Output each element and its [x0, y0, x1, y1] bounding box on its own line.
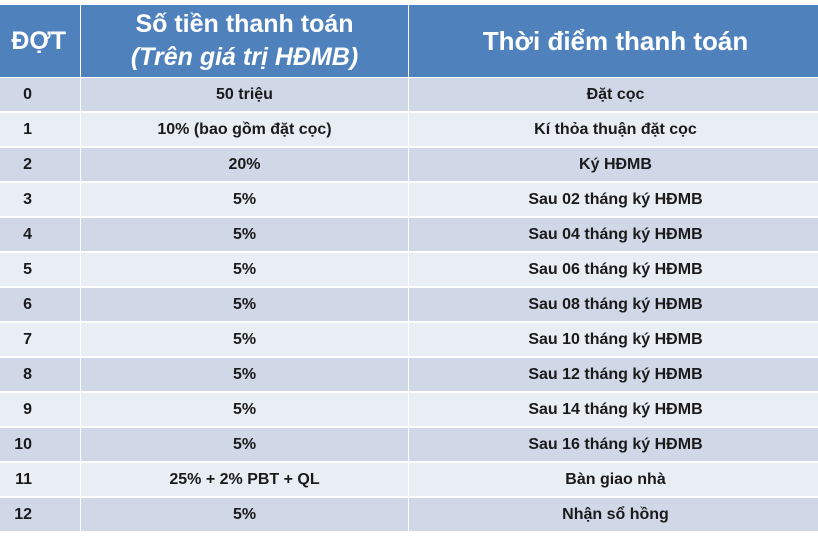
cell-amount: 25% + 2% PBT + QL — [80, 461, 409, 498]
cell-dot: 4 — [0, 216, 81, 253]
cell-dot: 2 — [0, 146, 81, 183]
cell-timing: Ký HĐMB — [408, 146, 818, 183]
cell-dot: 11 — [0, 461, 81, 498]
cell-timing: Đặt cọc — [408, 77, 818, 113]
cell-amount: 5% — [80, 181, 409, 218]
cell-amount: 5% — [80, 321, 409, 358]
cell-dot: 7 — [0, 321, 81, 358]
header-amount: Số tiền thanh toán (Trên giá trị HĐMB) — [80, 4, 409, 78]
cell-amount: 5% — [80, 496, 409, 533]
table-row: 10 5% Sau 16 tháng ký HĐMB — [0, 426, 818, 463]
cell-timing: Sau 02 tháng ký HĐMB — [408, 181, 818, 218]
cell-amount: 50 triệu — [80, 77, 409, 113]
header-amount-title: Số tiền thanh toán — [135, 10, 354, 38]
cell-timing: Sau 14 tháng ký HĐMB — [408, 391, 818, 428]
cell-dot: 8 — [0, 356, 81, 393]
table-row: 2 20% Ký HĐMB — [0, 146, 818, 183]
table-row: 9 5% Sau 14 tháng ký HĐMB — [0, 391, 818, 428]
cell-timing: Sau 04 tháng ký HĐMB — [408, 216, 818, 253]
header-timing: Thời điểm thanh toán — [408, 4, 818, 78]
table-row: 12 5% Nhận sổ hồng — [0, 496, 818, 533]
cell-dot: 1 — [0, 111, 81, 148]
table-row: 4 5% Sau 04 tháng ký HĐMB — [0, 216, 818, 253]
cell-dot: 3 — [0, 181, 81, 218]
table-row: 6 5% Sau 08 tháng ký HĐMB — [0, 286, 818, 323]
cell-timing: Sau 08 tháng ký HĐMB — [408, 286, 818, 323]
header-amount-subtitle: (Trên giá trị HĐMB) — [130, 43, 359, 71]
table-header: ĐỢT Số tiền thanh toán (Trên giá trị HĐM… — [0, 4, 818, 78]
cell-timing: Sau 10 tháng ký HĐMB — [408, 321, 818, 358]
cell-timing: Nhận sổ hồng — [408, 496, 818, 533]
table-body: 0 50 triệu Đặt cọc 1 10% (bao gồm đặt cọc) Kí… — [0, 77, 818, 533]
cell-timing: Kí thỏa thuận đặt cọc — [408, 111, 818, 148]
table-row: 3 5% Sau 02 tháng ký HĐMB — [0, 181, 818, 218]
payment-table: ĐỢT Số tiền thanh toán (Trên giá trị HĐM… — [0, 4, 818, 533]
cell-dot: 12 — [0, 496, 81, 533]
cell-timing: Sau 06 tháng ký HĐMB — [408, 251, 818, 288]
header-dot: ĐỢT — [0, 4, 81, 78]
cell-dot: 9 — [0, 391, 81, 428]
cell-dot: 0 — [0, 77, 81, 113]
cell-dot: 6 — [0, 286, 81, 323]
table-row: 0 50 triệu Đặt cọc — [0, 77, 818, 113]
table-row: 1 10% (bao gồm đặt cọc) Kí thỏa thuận đặt … — [0, 111, 818, 148]
cell-amount: 5% — [80, 251, 409, 288]
cell-amount: 20% — [80, 146, 409, 183]
cell-amount: 5% — [80, 216, 409, 253]
header-row: ĐỢT Số tiền thanh toán (Trên giá trị HĐM… — [0, 4, 818, 78]
cell-amount: 10% (bao gồm đặt cọc) — [80, 111, 409, 148]
cell-amount: 5% — [80, 356, 409, 393]
cell-dot: 10 — [0, 426, 81, 463]
cell-amount: 5% — [80, 391, 409, 428]
table-row: 7 5% Sau 10 tháng ký HĐMB — [0, 321, 818, 358]
cell-timing: Sau 16 tháng ký HĐMB — [408, 426, 818, 463]
table-row: 11 25% + 2% PBT + QL Bàn giao nhà — [0, 461, 818, 498]
table-row: 8 5% Sau 12 tháng ký HĐMB — [0, 356, 818, 393]
table-row: 5 5% Sau 06 tháng ký HĐMB — [0, 251, 818, 288]
cell-amount: 5% — [80, 426, 409, 463]
cell-amount: 5% — [80, 286, 409, 323]
cell-timing: Sau 12 tháng ký HĐMB — [408, 356, 818, 393]
cell-dot: 5 — [0, 251, 81, 288]
cell-timing: Bàn giao nhà — [408, 461, 818, 498]
